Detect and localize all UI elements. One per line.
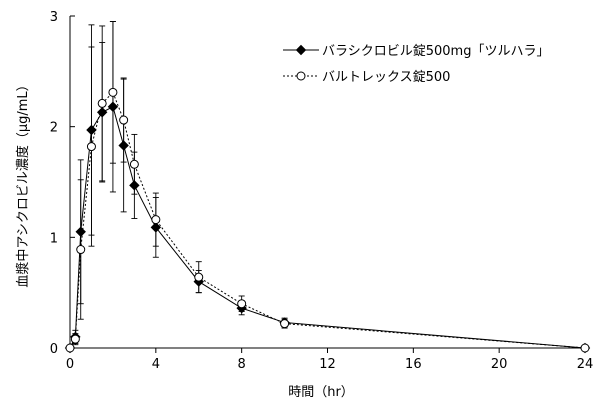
data-point bbox=[280, 319, 290, 329]
data-point bbox=[194, 272, 204, 282]
series-line bbox=[69, 91, 586, 349]
data-point bbox=[151, 215, 161, 225]
y-tick-label: 1 bbox=[50, 231, 58, 246]
x-tick-label: 8 bbox=[238, 357, 246, 372]
data-point bbox=[580, 343, 590, 353]
series-line bbox=[69, 106, 586, 349]
series-layer bbox=[64, 21, 591, 354]
legend-marker bbox=[295, 44, 307, 56]
x-tick-label: 12 bbox=[319, 357, 336, 372]
data-point bbox=[237, 299, 247, 309]
data-point bbox=[86, 142, 96, 152]
x-tick-label: 20 bbox=[491, 357, 508, 372]
data-point bbox=[129, 159, 139, 169]
y-tick-label: 3 bbox=[50, 10, 58, 25]
legend-label: バラシクロビル錠500mg「ツルハラ」 bbox=[322, 44, 549, 59]
legend-marker bbox=[296, 71, 306, 81]
x-tick-label: 24 bbox=[577, 357, 594, 372]
x-axis-label: 時間（hr） bbox=[288, 385, 354, 400]
data-point bbox=[65, 343, 75, 353]
x-tick-label: 16 bbox=[405, 357, 422, 372]
x-tick-label: 4 bbox=[152, 357, 160, 372]
data-point bbox=[76, 245, 86, 255]
x-tick-label: 0 bbox=[66, 357, 74, 372]
legend-label: バルトレックス錠500 bbox=[322, 70, 450, 85]
legend: バラシクロビル錠500mg「ツルハラ」バルトレックス錠500 bbox=[283, 44, 549, 85]
data-point bbox=[119, 115, 129, 125]
data-point bbox=[108, 87, 118, 97]
data-point bbox=[70, 334, 80, 344]
y-tick-label: 0 bbox=[50, 342, 58, 357]
series-2 bbox=[65, 21, 590, 353]
data-point bbox=[97, 98, 107, 108]
y-axis-label: 血漿中アシクロビル濃度（μg/mL） bbox=[15, 78, 31, 287]
y-tick-label: 2 bbox=[50, 121, 58, 136]
